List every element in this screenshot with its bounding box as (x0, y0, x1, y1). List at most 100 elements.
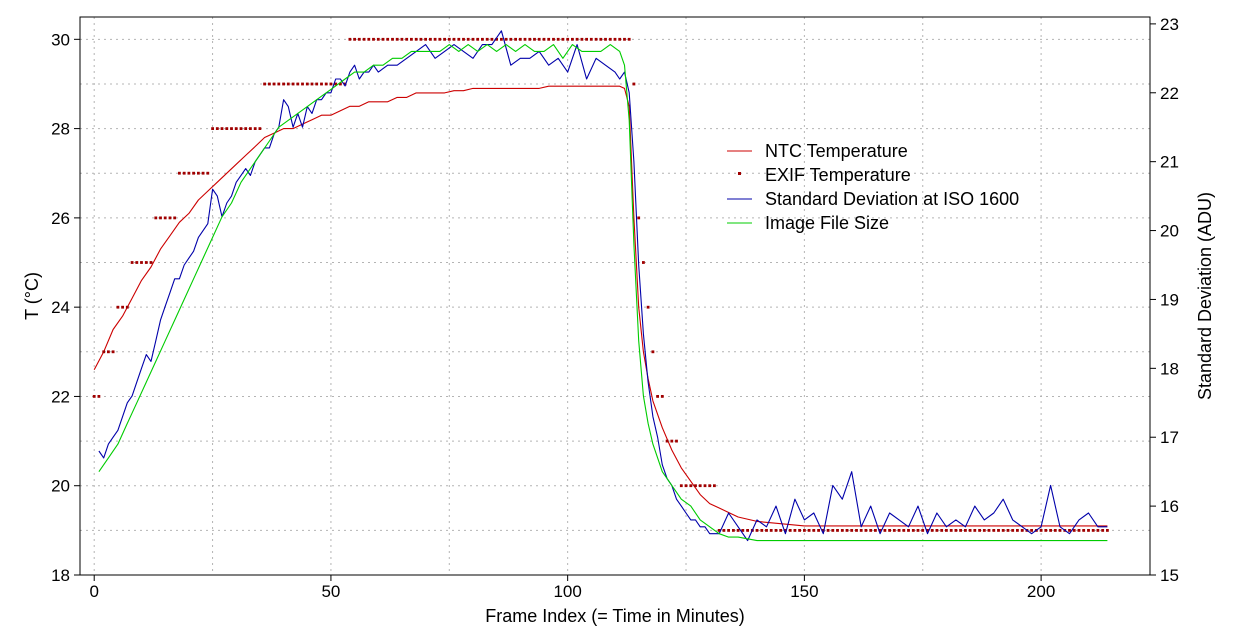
legend-label-filesize: Image File Size (765, 213, 889, 233)
exif-point (220, 127, 224, 130)
exif-point (514, 37, 517, 41)
exif-point (414, 37, 418, 41)
exif-point (642, 261, 645, 264)
legend: NTC Temperature EXIF Temperature Standar… (727, 141, 1019, 233)
exif-point (291, 82, 295, 86)
exif-point (935, 529, 939, 532)
exif-point (580, 37, 584, 41)
series-markers-exif-temperature (92, 37, 1109, 532)
exif-point (395, 37, 399, 41)
exif-point (840, 529, 844, 532)
exif-point (405, 37, 409, 41)
exif-point (485, 37, 489, 41)
exif-point (433, 37, 437, 41)
exif-point (268, 82, 271, 86)
exif-point (315, 82, 319, 86)
grid (80, 17, 1150, 576)
exif-point (1101, 529, 1105, 532)
exif-point (523, 37, 527, 41)
exif-point (367, 37, 371, 41)
exif-point (168, 216, 172, 220)
exif-point (571, 37, 574, 41)
exif-point (215, 127, 219, 130)
exif-point (107, 350, 110, 354)
exif-point (855, 529, 858, 532)
exif-point (192, 171, 195, 175)
exif-point (765, 529, 768, 532)
exif-point (1030, 529, 1033, 532)
legend-label-exif: EXIF Temperature (765, 165, 911, 185)
exif-point (424, 37, 427, 41)
series-line-image-file-size (98, 44, 1108, 542)
exif-point (1020, 529, 1024, 532)
exif-point (495, 37, 498, 41)
exif-point (746, 529, 749, 532)
exif-point (282, 82, 285, 86)
exif-point (234, 127, 238, 130)
y-left-axis-title: T (°C) (22, 272, 42, 320)
exif-point (1091, 529, 1095, 532)
exif-point (864, 529, 868, 532)
exif-point (159, 216, 162, 220)
exif-point (211, 127, 214, 130)
exif-point (1077, 529, 1081, 532)
exif-point (187, 171, 191, 175)
exif-point (727, 529, 730, 532)
exif-point (769, 529, 773, 532)
exif-point (116, 305, 120, 309)
exif-point (675, 439, 678, 443)
y-left-tick-label: 20 (51, 477, 70, 496)
exif-point (1068, 529, 1071, 532)
exif-point (509, 37, 513, 41)
exif-point (92, 395, 96, 398)
exif-point (500, 37, 503, 41)
exif-point (263, 82, 266, 86)
exif-point (926, 529, 929, 532)
exif-point (1039, 529, 1043, 532)
exif-point (874, 529, 877, 532)
exif-point (130, 261, 134, 264)
exif-point (244, 127, 248, 130)
exif-point (542, 37, 546, 41)
exif-point (376, 37, 380, 41)
exif-point (490, 37, 494, 41)
y-left-tick-label: 22 (51, 387, 70, 406)
exif-point (717, 529, 721, 532)
exif-point (386, 37, 390, 41)
exif-point (305, 82, 309, 86)
exif-point (968, 529, 972, 532)
exif-point (452, 37, 456, 41)
exif-point (812, 529, 816, 532)
exif-point (992, 529, 996, 532)
exif-point (528, 37, 532, 41)
exif-point (400, 37, 404, 41)
exif-point (987, 529, 991, 532)
exif-point (258, 127, 262, 130)
exif-point (646, 305, 650, 309)
plot-frame (79, 16, 1151, 576)
y-left-tick-label: 26 (51, 209, 70, 228)
series-line-ntc-temperature (93, 85, 1108, 527)
exif-point (788, 529, 792, 532)
exif-point (144, 261, 148, 264)
exif-point (277, 82, 281, 86)
exif-point (1049, 529, 1052, 532)
exif-point (537, 37, 541, 41)
y-right-tick-label: 18 (1160, 359, 1179, 378)
exif-point (410, 37, 413, 41)
y-right-tick-label: 21 (1160, 153, 1179, 172)
exif-point (197, 171, 200, 175)
exif-point (518, 37, 522, 41)
exif-point (372, 37, 375, 41)
exif-point (618, 37, 622, 41)
exif-point (613, 37, 617, 41)
exif-point (694, 484, 697, 488)
exif-point (457, 37, 461, 41)
exif-point (1006, 529, 1010, 532)
exif-point (443, 37, 446, 41)
exif-point (102, 350, 106, 354)
exif-point (324, 82, 328, 86)
exif-point (547, 37, 551, 41)
exif-point (329, 82, 333, 86)
